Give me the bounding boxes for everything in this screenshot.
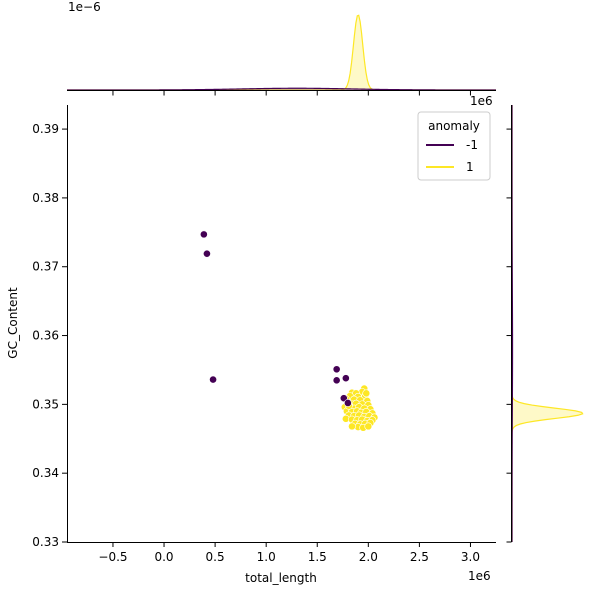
top-kde-fill-1 xyxy=(67,15,496,90)
x-tick-label: 0.0 xyxy=(154,550,173,564)
x-tick-label: 2.5 xyxy=(410,550,429,564)
x-tick-label: 1.5 xyxy=(308,550,327,564)
legend: anomaly -1 1 xyxy=(417,111,491,181)
x-tick-label: 2.0 xyxy=(359,550,378,564)
legend-title: anomaly xyxy=(428,119,480,133)
data-point-anomaly-neg1 xyxy=(203,249,211,258)
top-marginal-ticks xyxy=(112,90,471,96)
y-axis-label: GC_Content xyxy=(6,287,20,359)
right-marginal-ticks xyxy=(506,128,512,543)
right-kde-line-1 xyxy=(511,105,584,542)
main-scatter-plot: −0.5 0.0 0.5 1.0 1.5 2.0 2.5 3.0 0.330.340.350.… xyxy=(6,105,496,585)
y-tick-label: 0.35 xyxy=(32,397,59,411)
data-point-anomaly-1 xyxy=(362,389,371,398)
y-axis-ticks: 0.33 0.34 0.35 0.36 0.37 0.38 0.39 xyxy=(32,122,67,549)
y-tick-label: 0.39 xyxy=(32,122,59,136)
legend-label-anomaly-neg1: -1 xyxy=(466,138,478,152)
y-tick-label: 0.36 xyxy=(32,329,59,343)
y-tick-label: 0.38 xyxy=(32,191,59,205)
top-marginal-multiplier: 1e−6 xyxy=(68,0,101,14)
top-marginal-curves xyxy=(67,14,496,91)
right-marginal-curves xyxy=(511,105,584,542)
x-tick-label: 1.0 xyxy=(257,550,276,564)
data-point-anomaly-neg1 xyxy=(332,376,341,385)
x-tick-label: 3.0 xyxy=(461,550,480,564)
data-point-anomaly-neg1 xyxy=(343,399,352,407)
data-point-anomaly-1 xyxy=(364,422,373,431)
top-marginal-plot: 1e−6 xyxy=(67,0,496,96)
y-tick-label: 0.33 xyxy=(32,535,59,549)
top-kde-line-1 xyxy=(67,14,496,91)
x-axis-ticks: −0.5 0.0 0.5 1.0 1.5 2.0 2.5 3.0 xyxy=(98,542,480,564)
right-marginal-plot: 1e6 xyxy=(470,94,584,543)
data-point-anomaly-neg1 xyxy=(209,375,217,384)
right-marginal-multiplier: 1e6 xyxy=(470,94,493,108)
x-axis-multiplier: 1e6 xyxy=(468,569,491,583)
legend-label-anomaly-1: 1 xyxy=(466,160,474,174)
y-tick-label: 0.37 xyxy=(32,260,59,274)
x-tick-label: 0.5 xyxy=(206,550,225,564)
top-kde-line-neg1 xyxy=(67,87,496,91)
scatter-points xyxy=(199,230,379,432)
x-tick-label: −0.5 xyxy=(98,550,127,564)
right-kde-line-neg1 xyxy=(511,105,514,542)
data-point-anomaly-neg1 xyxy=(341,374,350,383)
right-kde-fill-1 xyxy=(512,105,583,542)
data-point-anomaly-1 xyxy=(348,422,356,431)
data-point-anomaly-neg1 xyxy=(332,365,341,374)
data-point-anomaly-neg1 xyxy=(199,230,208,239)
y-tick-label: 0.34 xyxy=(32,466,59,480)
x-axis-label: total_length xyxy=(245,571,317,585)
